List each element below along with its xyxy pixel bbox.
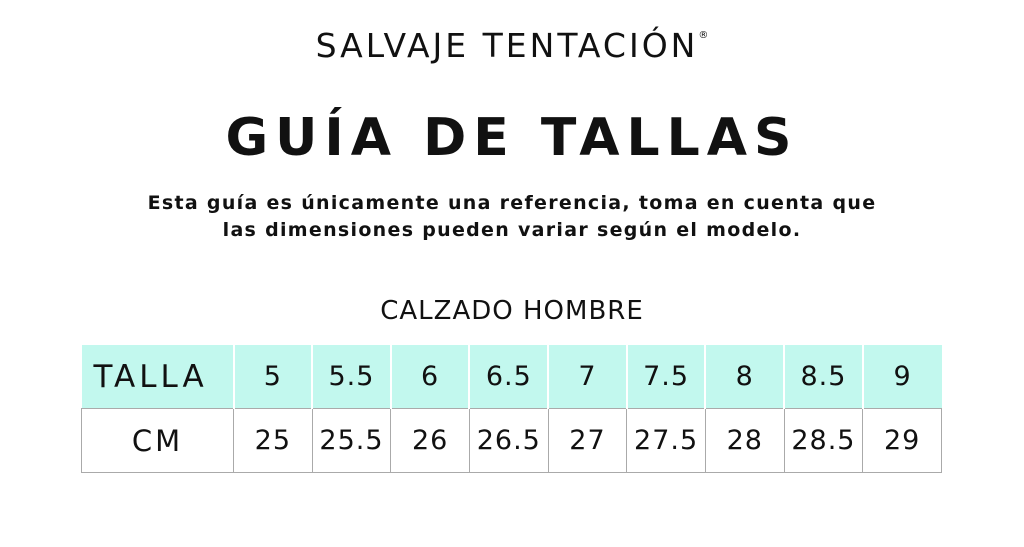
- table-cell: 7: [547, 345, 627, 409]
- table-cell: 6.5: [468, 345, 549, 409]
- table-cell: 9: [861, 345, 942, 409]
- description-line: Esta guía es únicamente una referencia, …: [147, 192, 877, 214]
- table-cell: 8: [704, 345, 785, 409]
- table-row-talla: TALLA 5 5.5 6 6.5 7 7.5 8 8.5 9: [81, 345, 942, 409]
- table-cell: 6: [389, 345, 470, 409]
- page-title: GUÍA DE TALLAS: [225, 108, 799, 168]
- table-cell: 26.5: [468, 408, 549, 473]
- size-table: TALLA 5 5.5 6 6.5 7 7.5 8 8.5 9 CM 25 25…: [81, 345, 942, 473]
- description: Esta guía es únicamente una referencia, …: [0, 190, 1024, 244]
- table-cell: 27.5: [626, 408, 706, 473]
- table-cell: 5.5: [311, 345, 391, 409]
- row-label: TALLA: [81, 345, 234, 409]
- row-label: CM: [81, 408, 234, 473]
- table-cell: 25.5: [311, 408, 392, 473]
- table-cell: 25: [233, 408, 313, 473]
- brand-logo: SALVAJE TENTACIÓN®: [0, 26, 1024, 65]
- brand-name: SALVAJE TENTACIÓN: [315, 26, 699, 65]
- table-cell: 28: [704, 408, 785, 473]
- table-cell: 26: [390, 408, 470, 473]
- registered-mark: ®: [698, 30, 709, 41]
- table-cell: 7.5: [625, 345, 706, 409]
- description-line: las dimensiones pueden variar según el m…: [222, 219, 802, 241]
- table-row-cm: CM 25 25.5 26 26.5 27 27.5 28 28.5 29: [81, 408, 942, 473]
- table-cell: 29: [862, 408, 942, 473]
- table-cell: 27: [547, 408, 628, 473]
- section-title: CALZADO HOMBRE: [380, 296, 644, 326]
- table-cell: 8.5: [783, 345, 863, 409]
- table-cell: 28.5: [783, 408, 864, 473]
- table-cell: 5: [232, 345, 313, 409]
